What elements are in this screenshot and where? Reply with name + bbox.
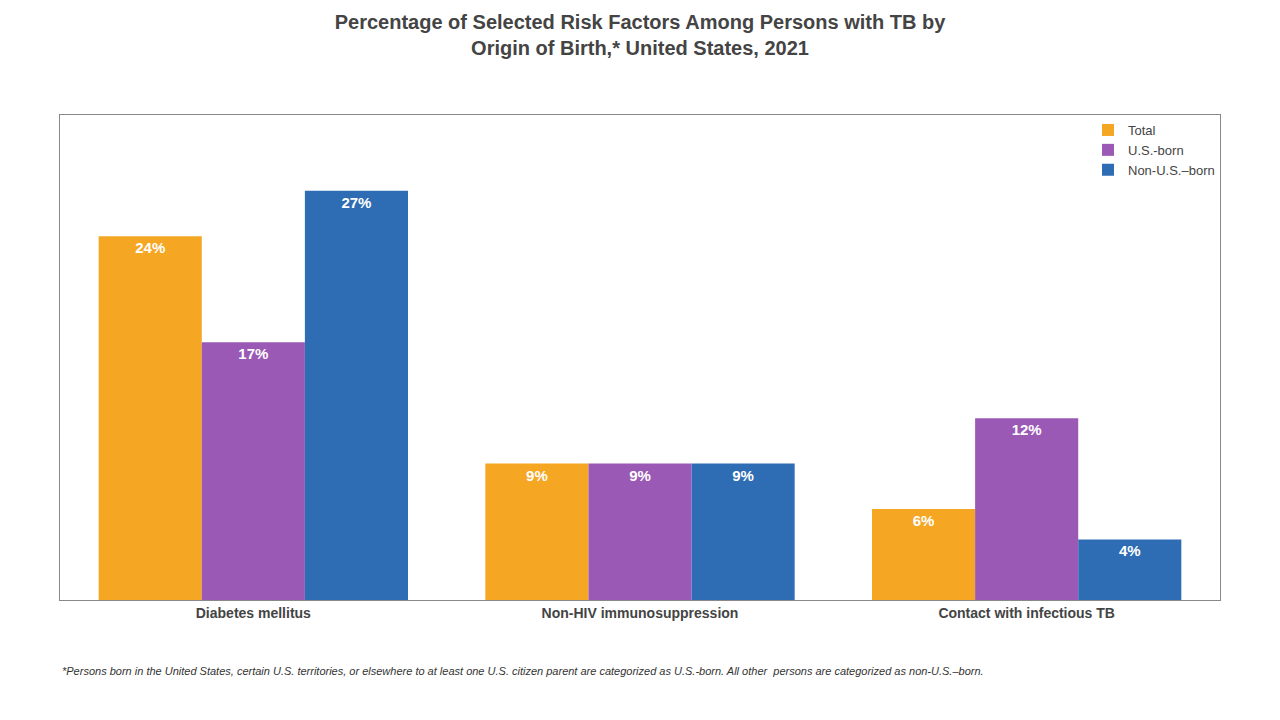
svg-text:12%: 12%	[1012, 421, 1042, 438]
svg-text:Non-HIV immunosuppression: Non-HIV immunosuppression	[542, 605, 739, 621]
svg-text:Total: Total	[1128, 123, 1156, 138]
svg-text:27%: 27%	[341, 194, 371, 211]
svg-text:*Persons born in the United St: *Persons born in the United States, cert…	[62, 665, 984, 677]
svg-text:U.S.-born: U.S.-born	[1128, 143, 1184, 158]
svg-text:6%: 6%	[913, 512, 935, 529]
svg-text:24%: 24%	[135, 239, 165, 256]
svg-text:4%: 4%	[1119, 542, 1141, 559]
svg-text:9%: 9%	[732, 467, 754, 484]
svg-text:Percentage of Selected Risk Fa: Percentage of Selected Risk Factors Amon…	[335, 11, 946, 59]
svg-text:Non-U.S.–born: Non-U.S.–born	[1128, 163, 1215, 178]
svg-text:9%: 9%	[629, 467, 651, 484]
svg-text:9%: 9%	[526, 467, 548, 484]
svg-text:Diabetes mellitus: Diabetes mellitus	[196, 605, 311, 621]
svg-text:17%: 17%	[238, 345, 268, 362]
svg-text:Contact with infectious TB: Contact with infectious TB	[938, 605, 1115, 621]
